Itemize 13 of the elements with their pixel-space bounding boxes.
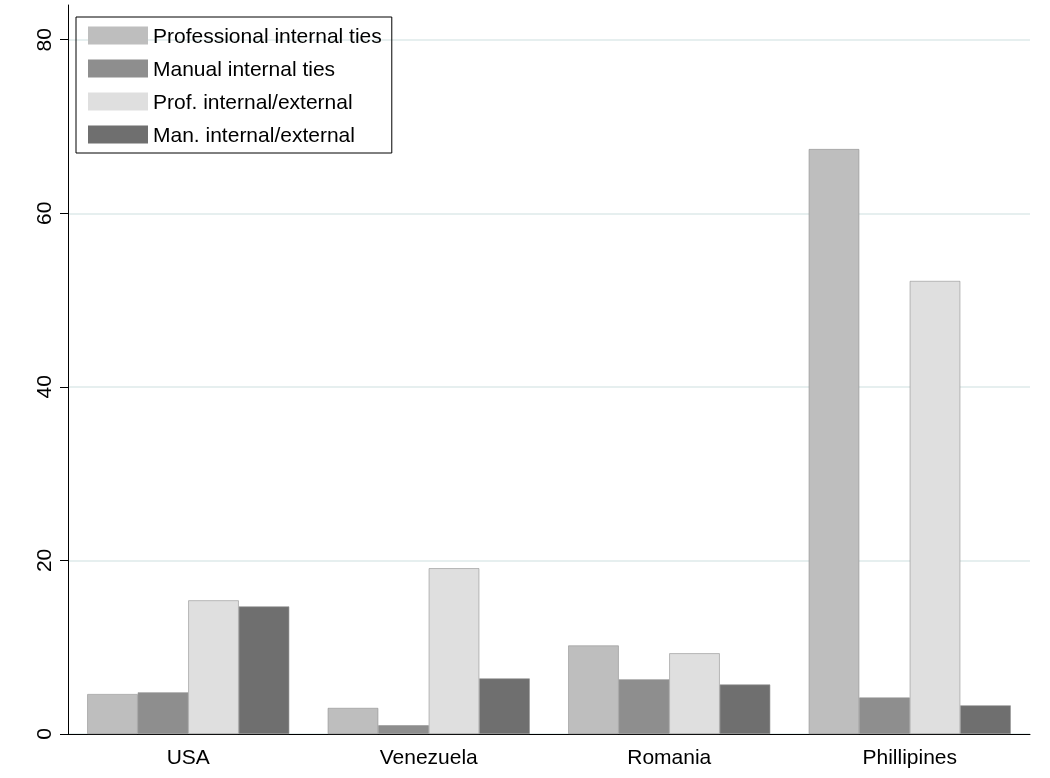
legend-label: Manual internal ties	[153, 57, 336, 80]
legend-label: Man. internal/external	[153, 123, 355, 146]
x-tick-label: Venezuela	[379, 745, 479, 768]
x-tick-label: USA	[166, 745, 210, 768]
y-tick-label: 80	[32, 28, 55, 52]
legend-label: Prof. internal/external	[153, 90, 353, 113]
x-tick-label: Romania	[627, 745, 712, 768]
y-tick-label: 0	[32, 728, 55, 740]
legend-label: Professional internal ties	[153, 24, 382, 47]
y-tick-label: 20	[32, 548, 55, 573]
x-tick-label: Phillipines	[862, 745, 958, 768]
y-tick-label: 40	[32, 375, 55, 399]
y-tick-label: 60	[32, 201, 55, 225]
